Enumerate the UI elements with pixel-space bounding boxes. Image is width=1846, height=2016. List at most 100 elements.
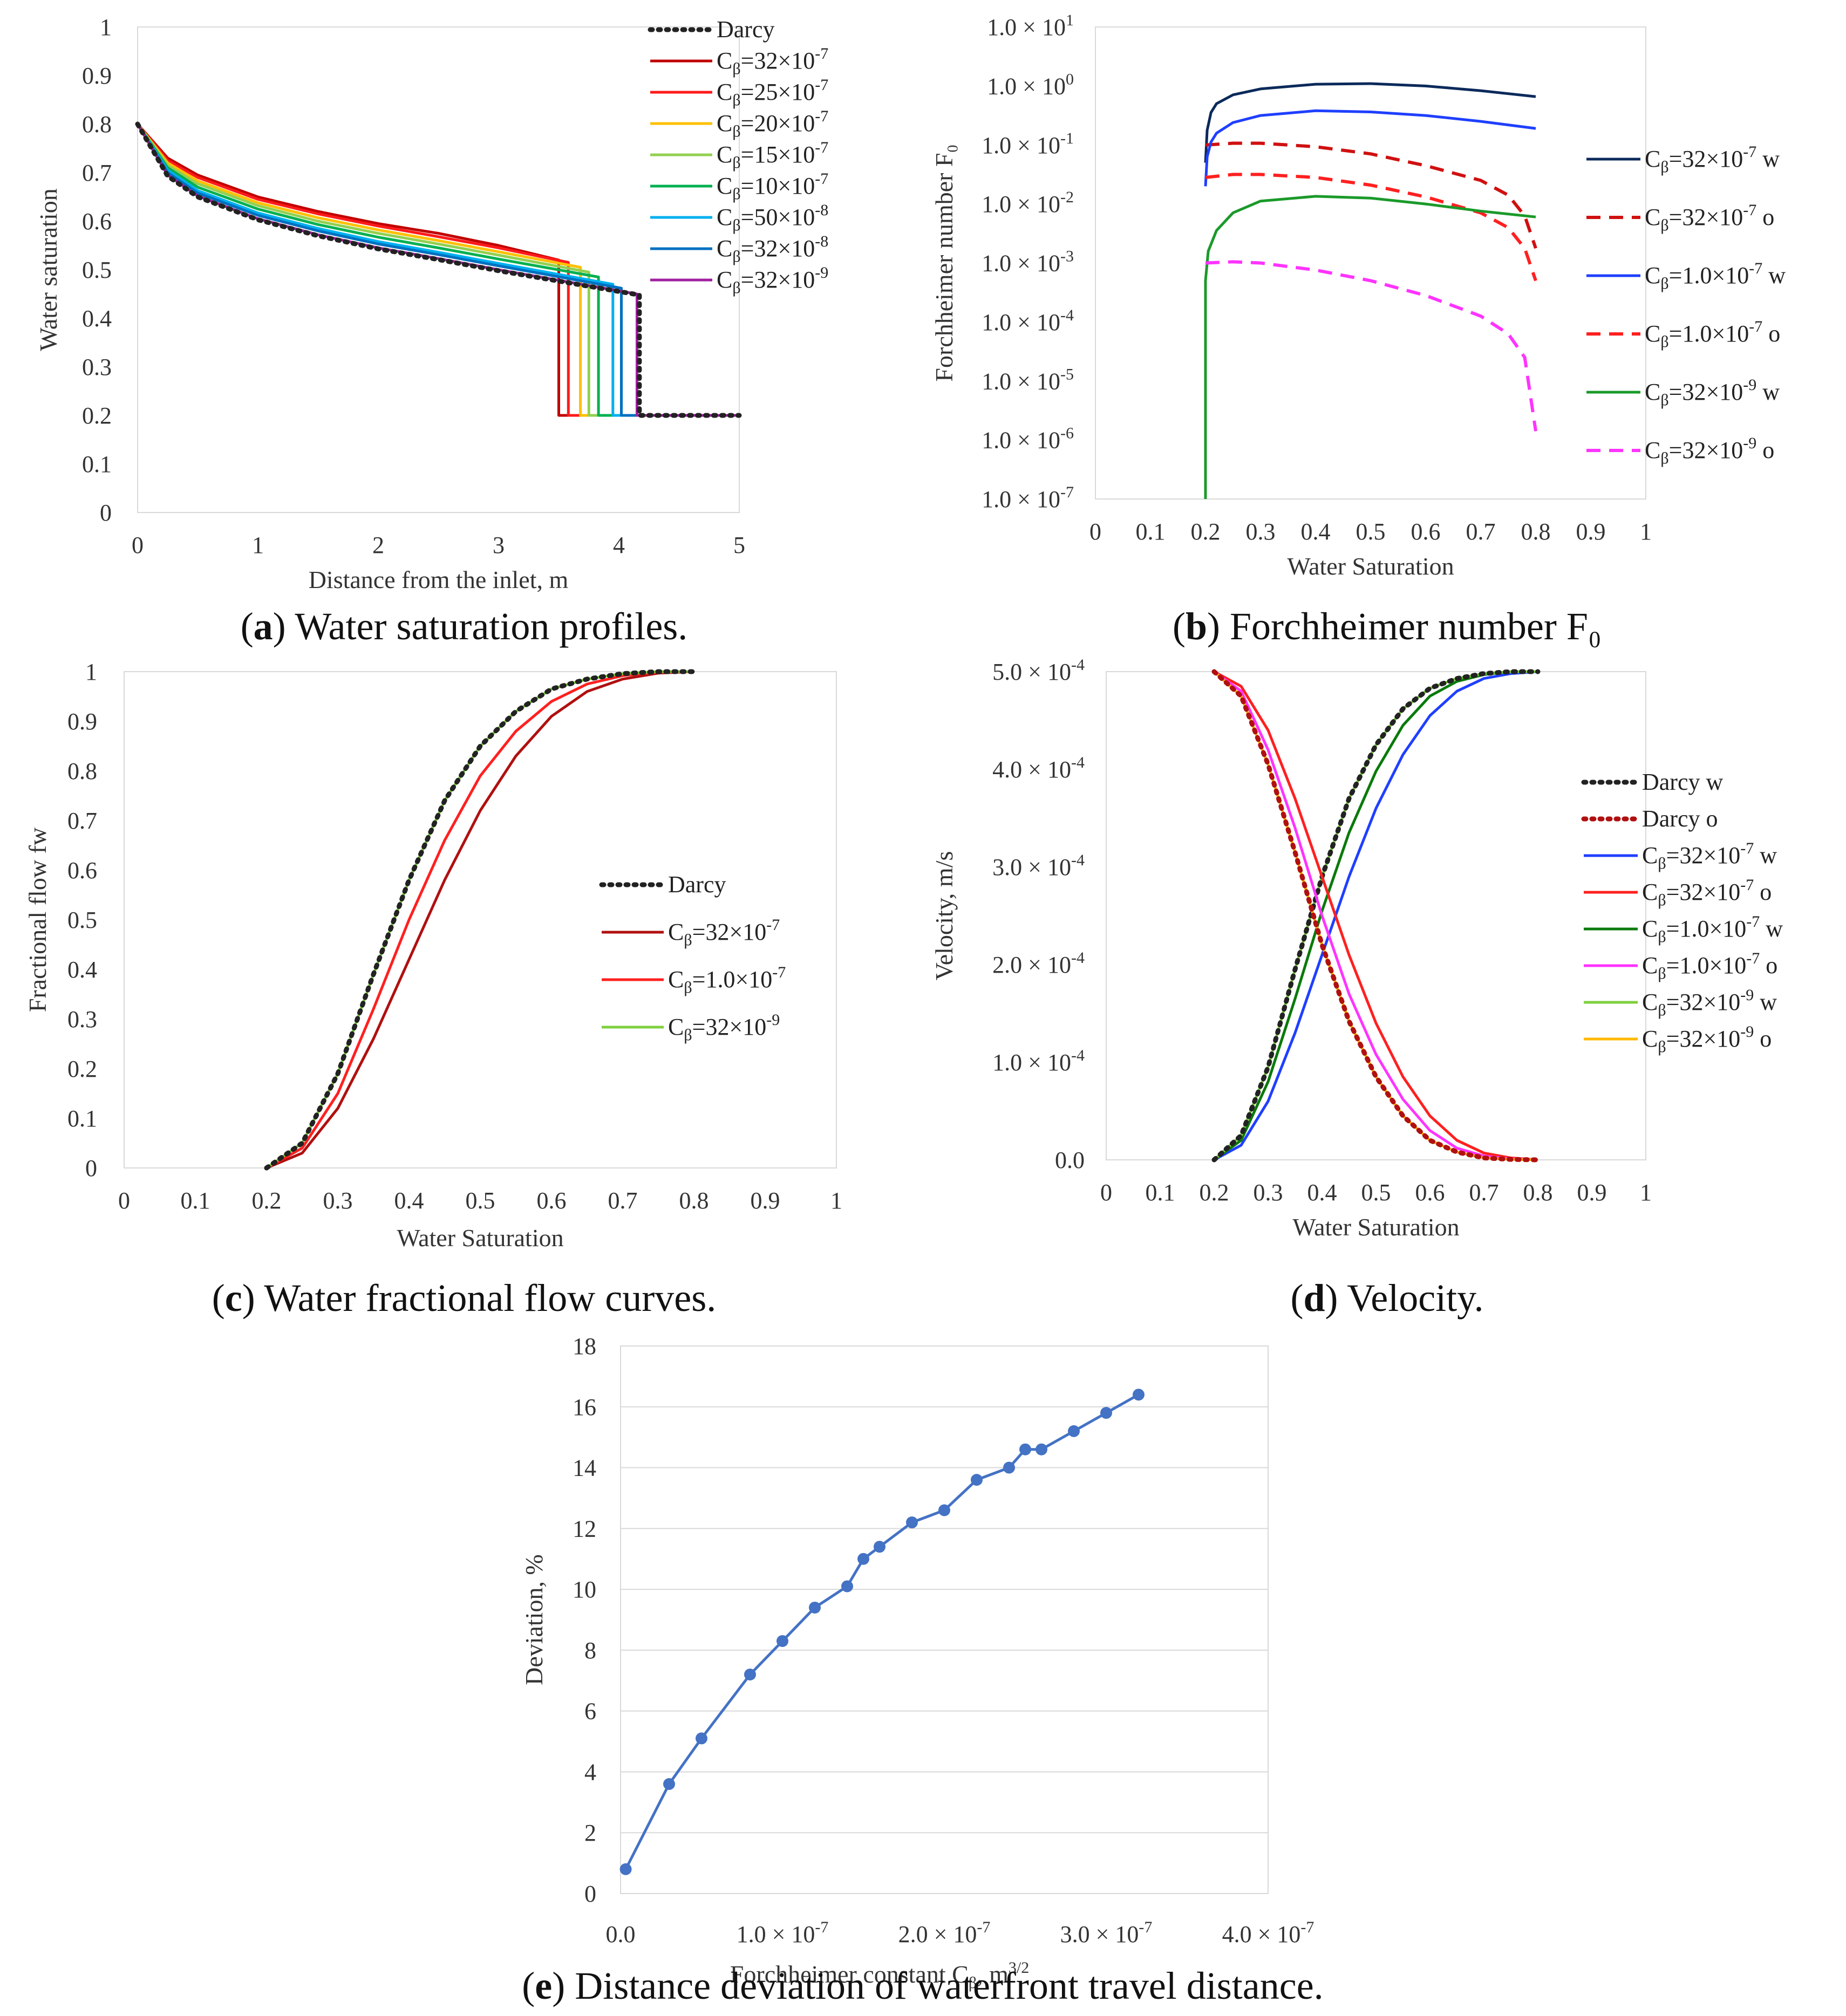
x-tick-label: 0: [1100, 1179, 1112, 1206]
series-line: [1205, 173, 1537, 282]
x-axis-title: Forchheimer constant Cβ, m3/2: [730, 1959, 1029, 1992]
x-tick-label: 0: [118, 1187, 130, 1214]
y-tick-label: 1.0 × 10-4: [992, 1047, 1085, 1076]
y-tick-label: 5.0 × 10-4: [992, 656, 1085, 685]
y-tick-label: 0.7: [82, 160, 112, 186]
x-tick-label: 0.6: [1411, 518, 1441, 545]
legend-label: Cβ=32×10-8: [717, 233, 828, 265]
x-tick-label: 0.9: [751, 1187, 780, 1214]
x-tick-label: 3.0 × 10-7: [1060, 1918, 1153, 1947]
x-tick-label: 0.5: [1361, 1179, 1391, 1206]
x-tick-label: 0.4: [1301, 518, 1331, 545]
y-axis-title: Water saturation: [35, 188, 62, 351]
legend-label: Cβ=15×10-7: [717, 139, 828, 172]
y-tick-label: 0.0: [1055, 1147, 1085, 1173]
y-tick-label: 0.1: [82, 451, 112, 477]
series-line: [265, 670, 694, 1170]
y-tick-label: 14: [573, 1455, 596, 1481]
series-line: [136, 123, 739, 417]
plot-frame: [124, 671, 837, 1168]
y-tick-label: 1.0 × 101: [987, 11, 1074, 40]
x-tick-label: 0.1: [1136, 518, 1166, 545]
legend-label: Cβ=32×10-7 w: [1642, 839, 1777, 872]
x-tick-label: 1: [252, 532, 264, 558]
plot-frame: [1095, 26, 1646, 500]
data-point: [841, 1580, 853, 1593]
x-tick-label: 1: [1640, 518, 1652, 545]
series-line: [1213, 670, 1538, 1161]
x-tick-label: 1.0 × 10-7: [737, 1918, 829, 1947]
panel-d: 0 0.1 0.2 0.3 0.4 0.5 0.6 0.7 0.8 0.9 1 0.0 1.0 × 10…: [928, 647, 1846, 1322]
legend-label: Cβ=32×10-9: [717, 264, 828, 297]
y-tick-label: 10: [573, 1576, 596, 1603]
y-tick-label: 4: [584, 1759, 596, 1785]
y-tick-label: 1.0 × 100: [987, 70, 1074, 99]
x-axis-title: Water Saturation: [397, 1224, 563, 1252]
x-tick-label: 2.0 × 10-7: [898, 1918, 991, 1947]
y-axis-title: Fractional flow fw: [24, 827, 51, 1012]
series-line: [137, 123, 739, 417]
y-tick-label: 0.8: [82, 111, 112, 138]
data-point: [744, 1669, 756, 1680]
series-line: [264, 669, 697, 1171]
y-tick-label: 1.0 × 10-5: [982, 365, 1074, 394]
x-tick-label: 0.7: [1466, 518, 1496, 545]
plot-frame: [1106, 671, 1646, 1160]
series-line: [137, 123, 739, 417]
data-point: [1036, 1443, 1047, 1455]
y-tick-label: 1: [85, 659, 97, 685]
y-tick-label: 0.5: [82, 257, 112, 283]
data-point: [857, 1553, 869, 1565]
series-line: [1204, 82, 1536, 163]
series-line: [137, 123, 739, 417]
y-tick-label: 0: [100, 500, 112, 526]
y-tick-label: 0.6: [67, 857, 97, 884]
panel-a: 0 1 2 3 4 5 0 0.1 0.2 0.3 0.4 0.5 0.6 0.7 0.8 0.9 1 Dista…: [0, 0, 928, 658]
legend-label: Cβ=32×10-7 o: [1645, 201, 1774, 234]
data-point: [1100, 1407, 1112, 1419]
legend-label: Cβ=32×10-7: [717, 45, 828, 78]
y-tick-label: 0.2: [82, 402, 112, 429]
x-tick-label: 0.7: [1469, 1179, 1499, 1206]
y-tick-label: 1.0 × 10-1: [982, 129, 1074, 159]
legend-label: Cβ=20×10-7: [717, 107, 828, 140]
x-tick-label: 1: [830, 1187, 842, 1214]
x-tick-label: 0.5: [1356, 518, 1386, 545]
x-tick-label: 4: [613, 532, 625, 558]
legend-label: Darcy: [717, 16, 775, 43]
legend-label: Cβ=50×10-8: [717, 201, 828, 234]
x-tick-label: 0.8: [679, 1187, 709, 1214]
panel-b: 0 0.1 0.2 0.3 0.4 0.5 0.6 0.7 0.8 0.9 1 1.0 × 101 1.…: [928, 0, 1846, 658]
data-point: [971, 1474, 983, 1486]
y-tick-label: 0.9: [67, 708, 97, 735]
y-tick-label: 0: [85, 1155, 97, 1181]
x-tick-label: 0.5: [466, 1187, 495, 1214]
chart-c-svg: 0 0.1 0.2 0.3 0.4 0.5 0.6 0.7 0.8 0.9 1 0 0.1 0.2 0.3 0…: [24, 659, 842, 1252]
caption-c: (c) Water fractional flow curves.: [212, 1276, 717, 1320]
y-tick-label: 0.2: [67, 1056, 97, 1082]
x-tick-label: 1: [1640, 1179, 1652, 1206]
panel-c: 0 0.1 0.2 0.3 0.4 0.5 0.6 0.7 0.8 0.9 1 0 0.1 0.2 0.3 0…: [0, 647, 928, 1322]
legend-label: Cβ=10×10-7: [717, 170, 828, 203]
x-tick-label: 0.1: [181, 1187, 210, 1214]
series-line: [1213, 670, 1538, 1161]
x-axis-title: Water Saturation: [1292, 1213, 1459, 1241]
series-line: [136, 123, 739, 417]
x-tick-label: 0.3: [323, 1187, 353, 1214]
x-tick-label: 0.9: [1576, 518, 1606, 545]
y-tick-label: 0.9: [82, 63, 112, 89]
caption-a: (a) Water saturation profiles.: [240, 605, 688, 648]
x-tick-label: 0.4: [394, 1187, 424, 1214]
legend-label: Cβ=1.0×10-7: [668, 963, 786, 996]
y-tick-label: 4.0 × 10-4: [992, 754, 1085, 783]
legend-label: Cβ=32×10-9: [668, 1011, 780, 1044]
data-point: [938, 1504, 950, 1516]
series-line: [624, 1393, 1140, 1870]
x-tick-label: 0.2: [1200, 1179, 1229, 1206]
x-tick-label: 0.2: [1191, 518, 1221, 545]
chart-e-svg: 0.0 1.0 × 10-7 2.0 × 10-7 3.0 × 10-7 4.0 × 1…: [520, 1333, 1314, 1992]
y-tick-label: 1.0 × 10-6: [982, 425, 1074, 454]
chart-a-svg: 0 1 2 3 4 5 0 0.1 0.2 0.3 0.4 0.5 0.6 0.7 0.8 0.9 1 Dista…: [35, 14, 828, 593]
legend-label: Cβ=32×10-9 o: [1642, 1023, 1772, 1056]
x-tick-label: 0.1: [1146, 1179, 1175, 1206]
